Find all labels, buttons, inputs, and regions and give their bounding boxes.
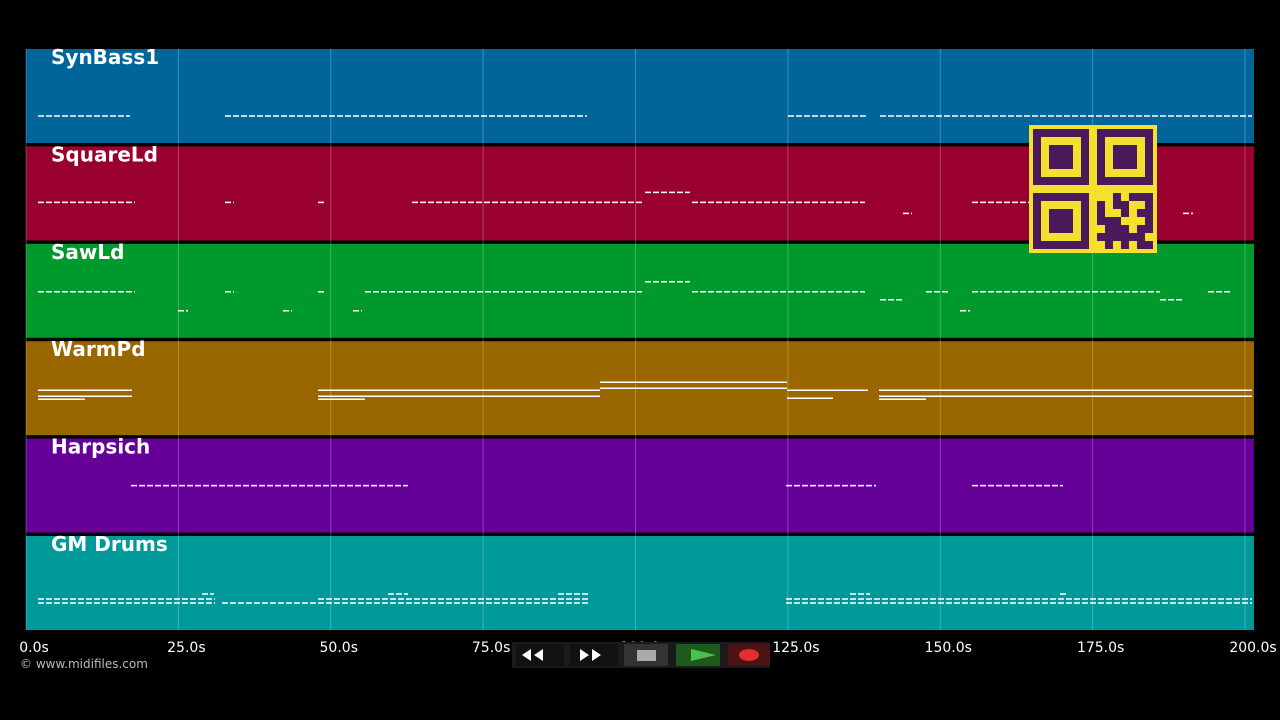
qr-module bbox=[1105, 241, 1113, 249]
qr-module bbox=[1097, 217, 1105, 225]
time-tick-label: 25.0s bbox=[167, 640, 205, 656]
qr-code bbox=[1029, 125, 1157, 253]
qr-module bbox=[1129, 193, 1137, 201]
qr-module bbox=[1105, 217, 1113, 225]
time-tick-label: 125.0s bbox=[772, 640, 819, 656]
qr-module bbox=[1113, 233, 1121, 241]
qr-module bbox=[1145, 217, 1153, 225]
qr-module bbox=[1129, 233, 1137, 241]
qr-finder bbox=[1113, 145, 1137, 169]
qr-module bbox=[1113, 193, 1121, 201]
time-tick-label: 175.0s bbox=[1077, 640, 1124, 656]
track-name: SquareLd bbox=[51, 142, 158, 166]
copyright: © www.midifiles.com bbox=[20, 657, 148, 671]
qr-module bbox=[1137, 233, 1145, 241]
track-name: WarmPd bbox=[51, 337, 146, 361]
qr-module bbox=[1113, 217, 1121, 225]
qr-module bbox=[1097, 233, 1105, 241]
qr-module bbox=[1113, 201, 1121, 209]
stop-button[interactable] bbox=[624, 644, 668, 666]
record-button[interactable] bbox=[728, 644, 770, 666]
track-name: SynBass1 bbox=[51, 45, 159, 69]
qr-module bbox=[1121, 225, 1129, 233]
qr-module bbox=[1137, 193, 1145, 201]
qr-module bbox=[1121, 233, 1129, 241]
fast-forward-button[interactable] bbox=[570, 644, 618, 666]
track-name: GM Drums bbox=[51, 532, 168, 556]
time-tick-label: 200.0s bbox=[1229, 640, 1276, 656]
qr-module bbox=[1121, 209, 1129, 217]
time-tick-label: 0.0s bbox=[19, 640, 49, 656]
qr-module bbox=[1105, 233, 1113, 241]
qr-module bbox=[1121, 241, 1129, 249]
qr-module bbox=[1145, 193, 1153, 201]
qr-module bbox=[1105, 225, 1113, 233]
qr-module bbox=[1137, 225, 1145, 233]
rewind-button[interactable] bbox=[516, 644, 564, 666]
track-lane bbox=[26, 536, 1254, 630]
qr-module bbox=[1145, 241, 1153, 249]
track-lane bbox=[26, 243, 1254, 338]
playback-controls bbox=[512, 642, 770, 668]
track-name: Harpsich bbox=[51, 435, 150, 459]
qr-module bbox=[1145, 209, 1153, 217]
time-tick-label: 50.0s bbox=[320, 640, 358, 656]
qr-module bbox=[1097, 201, 1105, 209]
qr-module bbox=[1137, 241, 1145, 249]
qr-module bbox=[1145, 201, 1153, 209]
track-name: SawLd bbox=[51, 240, 124, 264]
qr-finder bbox=[1049, 209, 1073, 233]
time-tick-label: 150.0s bbox=[925, 640, 972, 656]
qr-module bbox=[1145, 225, 1153, 233]
qr-module bbox=[1121, 201, 1129, 209]
qr-module bbox=[1113, 225, 1121, 233]
time-tick-label: 75.0s bbox=[472, 640, 510, 656]
play-button[interactable] bbox=[676, 644, 720, 666]
track-lane bbox=[26, 438, 1254, 533]
qr-module bbox=[1097, 209, 1105, 217]
qr-module bbox=[1137, 209, 1145, 217]
qr-finder bbox=[1049, 145, 1073, 169]
